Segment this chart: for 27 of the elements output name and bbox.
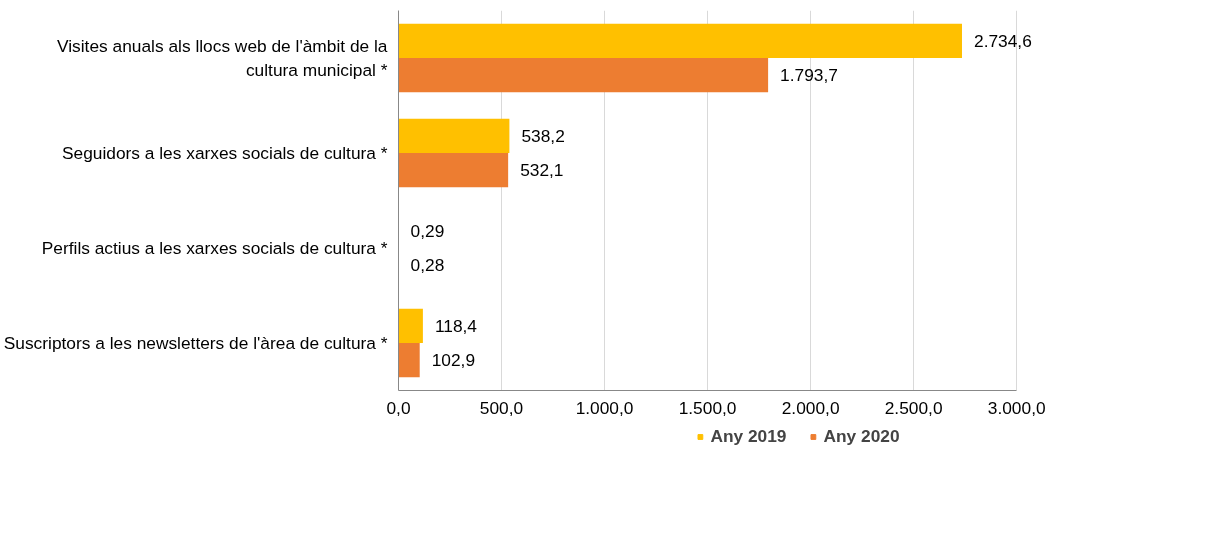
x-tick-label: 500,0 — [479, 397, 524, 418]
data-label: 0,28 — [410, 255, 445, 276]
legend-label: Any 2019 — [710, 425, 787, 447]
data-label: 118,4 — [434, 315, 478, 336]
y-tick-label: Seguidors a les xarxes socials de cultura * — [61, 143, 388, 163]
y-tick-label: Suscriptors a les newsletters de l'àrea de cultura * — [3, 333, 388, 353]
x-tick-label: 2.500,0 — [884, 397, 943, 418]
data-label: 532,1 — [520, 160, 564, 181]
data-label: 2.734,6 — [973, 30, 1032, 51]
bar — [398, 23, 962, 58]
x-tick-label: 1.500,0 — [678, 397, 737, 418]
y-tick-label: Perfils actius a les xarxes socials de cultura * — [41, 238, 388, 258]
x-tick-label: 3.000,0 — [987, 397, 1046, 418]
bar — [398, 308, 423, 343]
x-tick-label: 1.000,0 — [575, 397, 634, 418]
bar — [398, 153, 509, 188]
bar — [398, 343, 420, 378]
x-tick-label: 2.000,0 — [781, 397, 840, 418]
bar — [398, 118, 510, 153]
data-label: 0,29 — [410, 220, 445, 241]
legend-label: Any 2020 — [823, 425, 900, 447]
bar — [398, 58, 769, 93]
y-tick-label: Visites anuals als llocs web de l'àmbit de la cultura municipal * — [57, 36, 388, 80]
data-label: 102,9 — [431, 350, 476, 371]
x-tick-label: 0,0 — [386, 397, 411, 418]
data-label: 1.793,7 — [780, 65, 838, 86]
data-label: 538,2 — [521, 125, 565, 146]
